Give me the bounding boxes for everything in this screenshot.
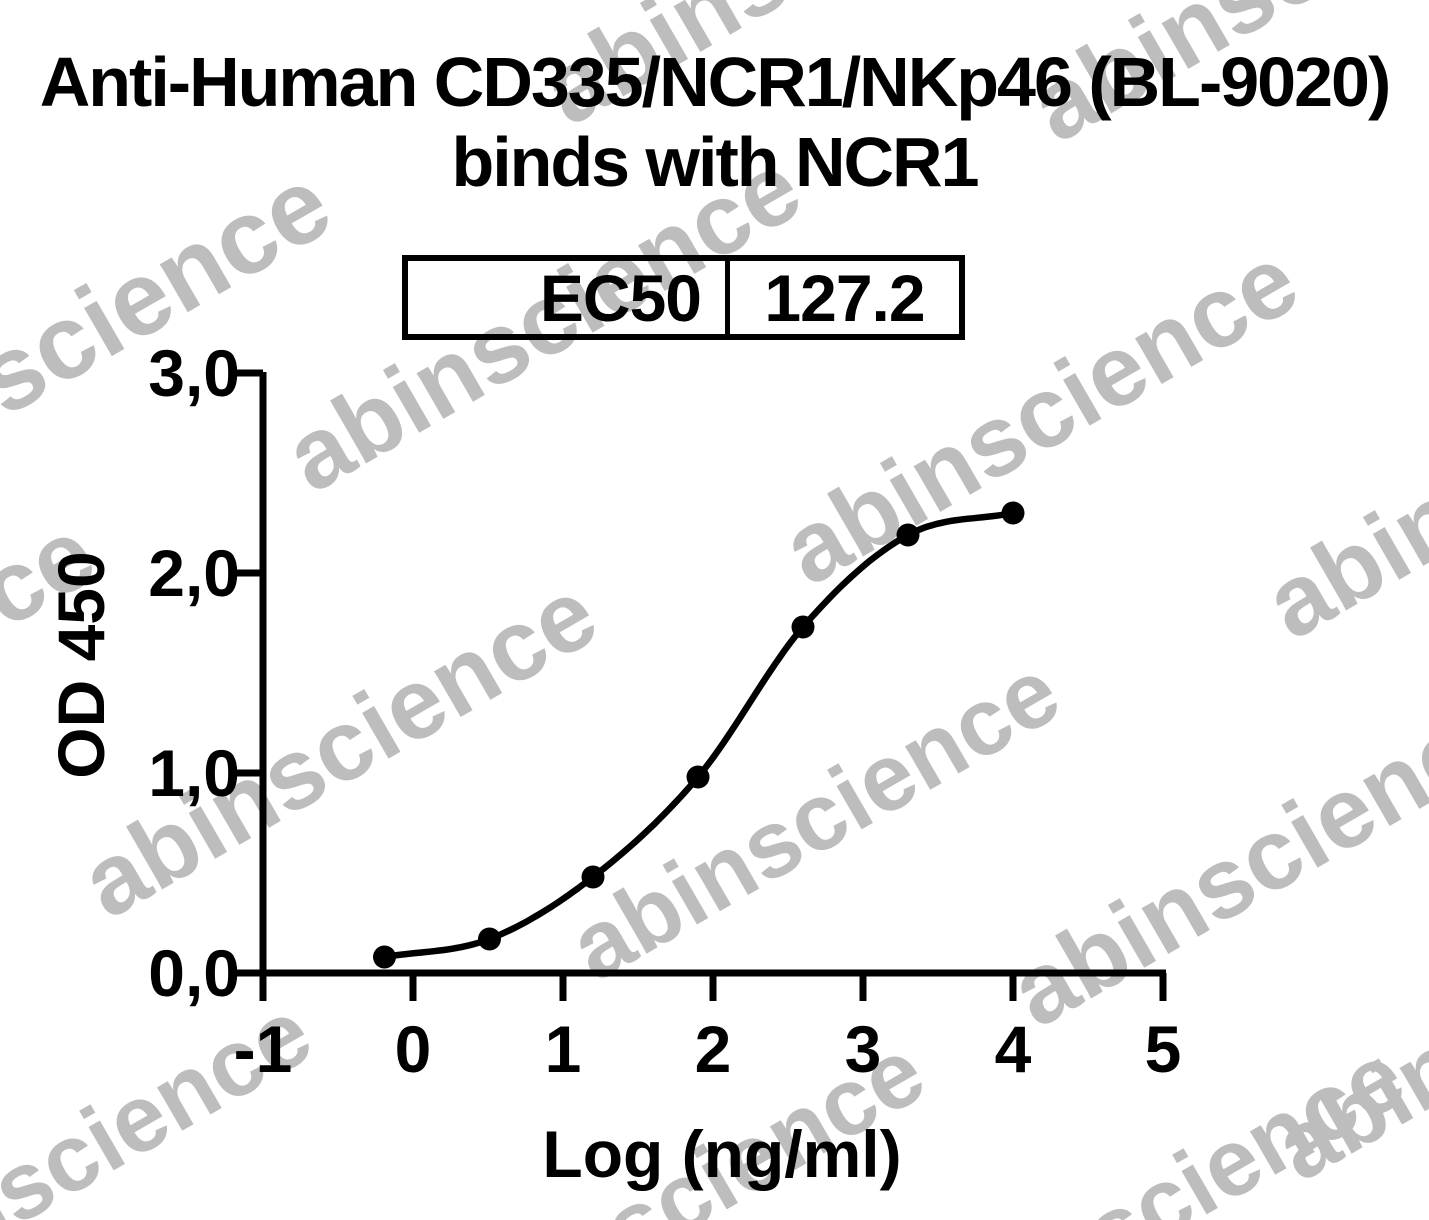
x-tick-label: 4 — [995, 1012, 1032, 1086]
y-tick-label: 1,0 — [148, 736, 240, 810]
chart-title: Anti-Human CD335/NCR1/NKp46 (BL-9020) bi… — [0, 42, 1429, 202]
data-point — [686, 765, 710, 789]
ec50-label-cell: EC50 — [408, 261, 730, 335]
data-point — [791, 615, 815, 639]
x-tick-label: 5 — [1145, 1012, 1182, 1086]
x-tick-label: 3 — [845, 1012, 882, 1086]
x-tick-label: -1 — [234, 1012, 293, 1086]
y-tick-label: 0,0 — [148, 936, 240, 1010]
x-tick-label: 1 — [545, 1012, 582, 1086]
chart-title-line1: Anti-Human CD335/NCR1/NKp46 (BL-9020) — [39, 43, 1392, 121]
x-tick-label: 0 — [395, 1012, 432, 1086]
data-point — [1001, 501, 1025, 525]
chart-title-line2: binds with NCR1 — [451, 123, 979, 201]
y-tick-label: 3,0 — [148, 336, 240, 410]
data-point — [373, 945, 396, 969]
x-axis-title: Log (ng/ml) — [542, 1117, 901, 1191]
data-point — [581, 865, 605, 889]
ec50-table: EC50 127.2 — [402, 255, 965, 340]
ec50-value-cell: 127.2 — [764, 260, 925, 335]
data-point — [478, 927, 501, 951]
data-point — [896, 523, 920, 547]
x-tick-label: 2 — [695, 1012, 732, 1086]
y-axis-title: OD 450 — [44, 551, 118, 778]
y-tick-label: 2,0 — [148, 536, 240, 610]
fit-curve — [381, 509, 1017, 961]
